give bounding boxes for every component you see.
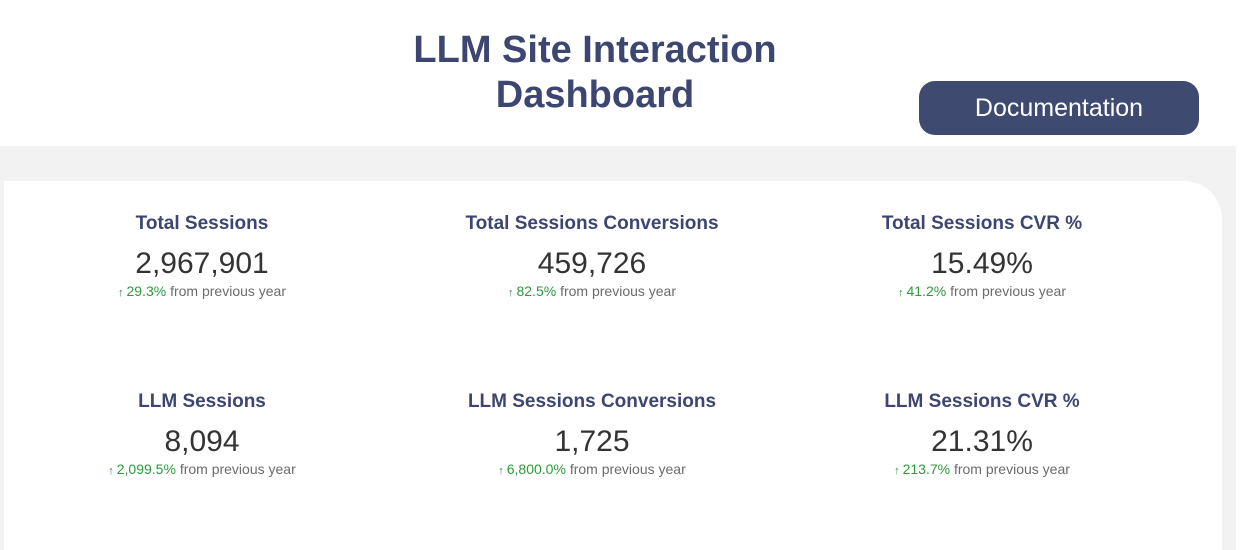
metric-delta: ↑ 213.7% from previous year <box>802 460 1162 480</box>
metric-delta: ↑ 6,800.0% from previous year <box>412 460 772 480</box>
metric-card-llm-sessions-cvr: LLM Sessions CVR % 21.31% ↑ 213.7% from p… <box>802 390 1162 480</box>
arrow-up-icon: ↑ <box>897 287 904 299</box>
metric-title: Total Sessions CVR % <box>881 213 1083 234</box>
metric-value: 15.49% <box>931 247 1033 280</box>
arrow-up-icon: ↑ <box>108 465 114 477</box>
metric-delta: ↑ 2,099.5% from previous year <box>22 460 382 480</box>
metric-title: LLM Sessions <box>138 391 266 412</box>
page-title-line-2: Dashboard <box>495 74 695 116</box>
metric-title: Total Sessions <box>135 213 269 234</box>
metric-card-llm-sessions-conversions: LLM Sessions Conversions 1,725 ↑ 6,800.0%… <box>412 390 772 480</box>
metric-delta: ↑ 29.3% from previous year <box>22 282 382 302</box>
metric-title: Total Sessions Conversions <box>465 213 719 234</box>
metric-card-total-sessions-conversions: Total Sessions Conversions 459,726 ↑ 82.5… <box>412 212 772 302</box>
documentation-button[interactable]: Documentation <box>919 81 1199 135</box>
metric-card-total-sessions-cvr: Total Sessions CVR % 15.49% ↑ 41.2% from … <box>802 212 1162 302</box>
metric-value: 21.31% <box>931 425 1033 458</box>
metric-delta: ↑ 41.2% from previous year <box>802 282 1162 302</box>
delta-text: from previous year <box>560 283 677 299</box>
arrow-up-icon: ↑ <box>507 287 514 299</box>
delta-percent: 2,099.5% <box>116 461 176 477</box>
delta-text: from previous year <box>953 461 1070 477</box>
arrow-up-icon: ↑ <box>894 465 900 477</box>
metrics-panel: Total Sessions 2,967,901 ↑ 29.3% from pre… <box>4 181 1222 550</box>
delta-percent: 213.7% <box>902 461 951 477</box>
metric-card-llm-sessions: LLM Sessions 8,094 ↑ 2,099.5% from previo… <box>22 390 382 480</box>
dashboard-header: LLM Site Interaction Dashboard Documenta… <box>0 0 1246 146</box>
metric-delta: ↑ 82.5% from previous year <box>412 282 772 302</box>
metric-title: LLM Sessions CVR % <box>884 391 1080 412</box>
page-title: LLM Site Interaction Dashboard <box>340 28 850 118</box>
delta-text: from previous year <box>179 461 296 477</box>
delta-text: from previous year <box>170 283 287 299</box>
metric-value: 2,967,901 <box>135 247 269 280</box>
arrow-up-icon: ↑ <box>498 465 504 477</box>
delta-percent: 29.3% <box>126 283 167 299</box>
metric-title: LLM Sessions Conversions <box>467 391 717 412</box>
metric-value: 459,726 <box>537 247 647 280</box>
metric-card-total-sessions: Total Sessions 2,967,901 ↑ 29.3% from pre… <box>22 212 382 302</box>
delta-percent: 6,800.0% <box>506 461 566 477</box>
metric-value: 1,725 <box>554 425 630 458</box>
page-title-line-1: LLM Site Interaction <box>413 29 777 71</box>
delta-text: from previous year <box>950 283 1067 299</box>
delta-percent: 82.5% <box>516 283 557 299</box>
delta-text: from previous year <box>569 461 686 477</box>
arrow-up-icon: ↑ <box>117 287 124 299</box>
delta-percent: 41.2% <box>906 283 947 299</box>
metric-value: 8,094 <box>164 425 240 458</box>
